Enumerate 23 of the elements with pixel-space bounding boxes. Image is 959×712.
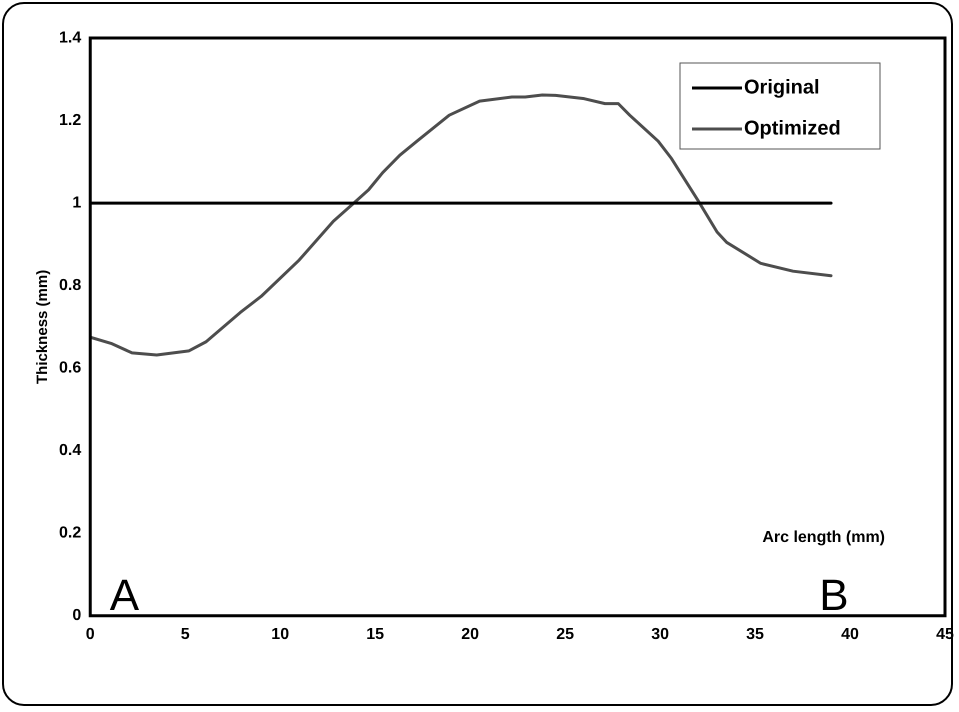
y-tick-label: 0.2 xyxy=(58,524,82,542)
y-tick-label: 0.6 xyxy=(58,360,82,377)
y-tick-label: 1 xyxy=(72,194,82,212)
annotation: B xyxy=(819,570,849,620)
x-tick-label: 20 xyxy=(461,626,480,643)
x-tick-label: 35 xyxy=(746,626,764,643)
legend-label: Optimized xyxy=(744,118,841,140)
y-tick-label: 1.2 xyxy=(58,112,82,129)
y-axis-title: Thickness (mm) xyxy=(34,270,52,384)
x-tick-label: 0 xyxy=(86,626,95,643)
y-tick-label: 0.4 xyxy=(58,442,82,460)
x-tick-label: 40 xyxy=(841,626,860,643)
x-tick-label: 10 xyxy=(271,626,290,643)
x-tick-label: 30 xyxy=(651,626,670,643)
x-axis-title: Arc length (mm) xyxy=(762,529,885,546)
x-tick-label: 25 xyxy=(556,626,574,643)
y-tick-label: 0 xyxy=(72,607,82,624)
y-tick-label: 1.4 xyxy=(58,29,82,46)
x-tick-label: 5 xyxy=(180,626,190,643)
y-tick-label: 0.8 xyxy=(58,277,82,294)
legend-label: Original xyxy=(744,76,820,99)
annotation: A xyxy=(110,570,140,620)
x-tick-label: 15 xyxy=(366,626,384,643)
